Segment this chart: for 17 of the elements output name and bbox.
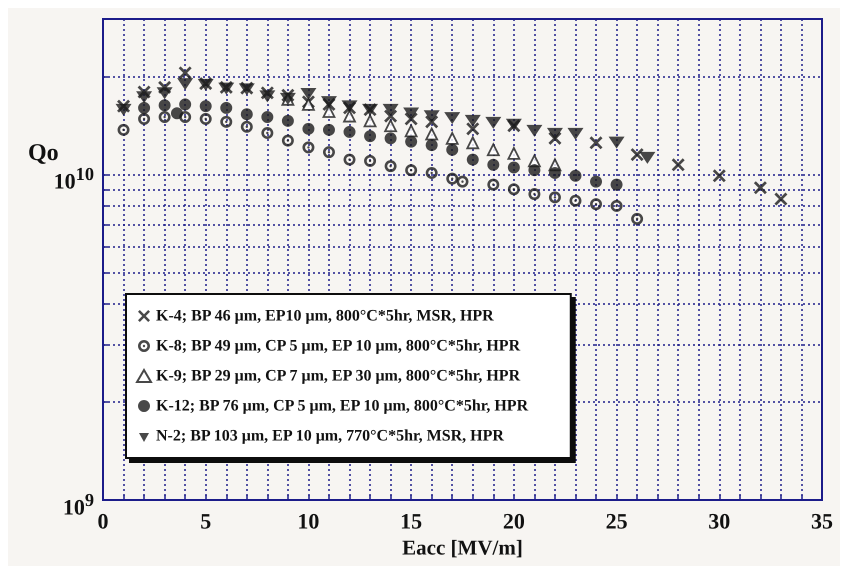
x-tick-label: 0 bbox=[98, 508, 108, 534]
x-tick-label: 5 bbox=[200, 508, 212, 534]
legend-label: N-2; BP 103 μm, EP 10 μm, 770°C*5hr, MSR, HPR bbox=[156, 428, 504, 444]
x-tick-label: 25 bbox=[606, 508, 628, 534]
y-tick-label: 10$^{10}$ bbox=[54, 164, 94, 194]
legend-label: K-9; BP 29 μm, CP 7 μm, EP 30 μm, 800°C*5hr, HPR bbox=[156, 368, 521, 384]
y-axis-title: Qo bbox=[28, 140, 59, 166]
x-tick-label: 35 bbox=[811, 508, 833, 534]
x-tick-label: 10 bbox=[297, 508, 320, 534]
legend-label: K-12; BP 76 μm, CP 5 μm, EP 10 μm, 800°C*5hr, HPR bbox=[156, 398, 529, 414]
y-tick-label: 10$^{9}$ bbox=[62, 489, 94, 522]
x-tick-label: 15 bbox=[400, 508, 422, 534]
legend-label: K-8; BP 49 μm, CP 5 μm, EP 10 μm, 800°C*5hr, HPR bbox=[156, 338, 521, 354]
x-tick-label: 30 bbox=[708, 508, 730, 534]
legend-label: K-4; BP 46 μm, EP10 μm, 800°C*5hr, MSR, HPR bbox=[156, 308, 494, 324]
x-tick-label: 20 bbox=[502, 508, 525, 534]
x-axis-title: Eacc [MV/m] bbox=[402, 535, 523, 560]
